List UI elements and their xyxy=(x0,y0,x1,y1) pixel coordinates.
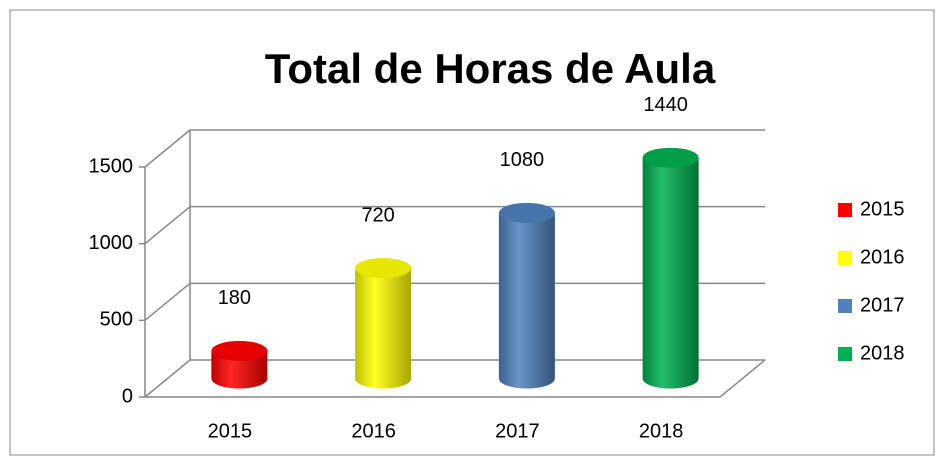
bar xyxy=(211,340,268,389)
legend-swatch xyxy=(838,347,852,361)
y-tick-label: 0 xyxy=(122,385,133,407)
legend-label: 2016 xyxy=(860,246,905,268)
y-tick-label: 500 xyxy=(100,309,133,331)
bar-body xyxy=(498,212,555,389)
data-label: 180 xyxy=(218,287,251,309)
bar-body xyxy=(211,350,268,389)
chart-title: Total de Horas de Aula xyxy=(265,45,716,92)
x-tick-label: 2015 xyxy=(208,420,253,442)
legend-label: 2017 xyxy=(860,294,905,316)
data-label: 1440 xyxy=(643,94,688,116)
bar xyxy=(498,202,555,389)
x-tick-label: 2016 xyxy=(351,420,396,442)
legend-swatch xyxy=(838,251,852,265)
x-tick-label: 2017 xyxy=(495,420,540,442)
grid-line xyxy=(144,359,191,398)
bar xyxy=(355,258,412,389)
bar-body xyxy=(642,157,699,389)
data-label: 1080 xyxy=(500,149,545,171)
legend-swatch xyxy=(838,203,852,217)
y-tick-label: 1000 xyxy=(89,232,134,254)
axis-line xyxy=(719,359,766,398)
bar-top xyxy=(355,258,412,279)
data-label: 720 xyxy=(361,204,394,226)
bar-top xyxy=(498,202,555,223)
bar-top xyxy=(642,147,699,168)
bar-top xyxy=(211,340,268,361)
x-tick-label: 2018 xyxy=(639,420,684,442)
grid-line xyxy=(144,206,191,245)
bar xyxy=(642,147,699,389)
grid-line xyxy=(144,129,191,168)
legend-label: 2015 xyxy=(860,198,905,220)
bar-body xyxy=(355,268,412,389)
legend-label: 2018 xyxy=(860,342,905,364)
y-tick-label: 1500 xyxy=(89,155,134,177)
grid-line xyxy=(144,282,191,321)
legend-swatch xyxy=(838,299,852,313)
